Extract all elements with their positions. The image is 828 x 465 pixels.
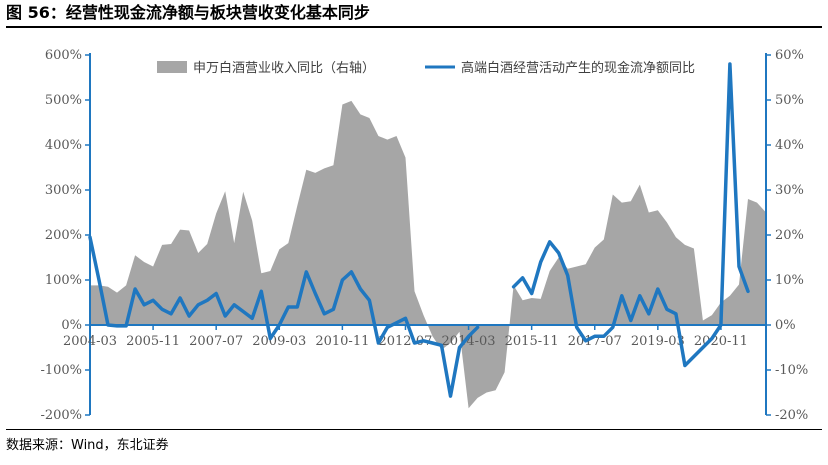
- left-axis-tick-label: 100%: [45, 273, 82, 288]
- left-axis-tick-label: -200%: [40, 408, 82, 423]
- x-axis-tick-label: 2015-11: [505, 334, 559, 349]
- right-axis-tick-label: 30%: [775, 183, 804, 198]
- right-axis-tick-label: -10%: [775, 363, 808, 378]
- left-axis-tick-label: 500%: [45, 93, 82, 108]
- figure-title: 图 56：经营性现金流净额与板块营收变化基本同步: [6, 2, 822, 28]
- legend-swatch-area: [157, 61, 187, 73]
- x-axis-tick-label: 2009-03: [252, 334, 306, 349]
- x-axis-tick-label: 2005-11: [126, 334, 180, 349]
- source-note: 数据来源：Wind，东北证券: [6, 429, 822, 459]
- left-axis-tick-label: -100%: [40, 363, 82, 378]
- x-axis-tick-label: 2017-07: [568, 334, 622, 349]
- area-series-revenue-yoy: [90, 100, 766, 409]
- left-axis-tick-label: 300%: [45, 183, 82, 198]
- area-layer: [90, 100, 766, 409]
- right-axis-tick-label: 60%: [775, 48, 804, 63]
- x-axis-tick-label: 2012-07: [378, 334, 432, 349]
- right-axis-tick-label: 10%: [775, 273, 804, 288]
- line-series-cashflow-yoy: [511, 62, 750, 368]
- left-axis-tick-label: 600%: [45, 48, 82, 63]
- legend-label-area: 申万白酒营业收入同比（右轴）: [193, 60, 375, 76]
- legend-label-line: 高端白酒经营活动产生的现金流净额同比: [461, 60, 695, 76]
- x-axis-tick-label: 2007-07: [189, 334, 243, 349]
- right-axis-tick-label: 40%: [775, 138, 804, 153]
- left-axis-tick-label: 0%: [61, 318, 82, 333]
- left-axis-tick-label: 400%: [45, 138, 82, 153]
- legend: 申万白酒营业收入同比（右轴） 高端白酒经营活动产生的现金流净额同比: [157, 60, 695, 76]
- right-axis-tick-label: 50%: [775, 93, 804, 108]
- x-axis-tick-label: 2004-03: [63, 334, 117, 349]
- left-axis-tick-label: 200%: [45, 228, 82, 243]
- right-axis-tick-label: -20%: [775, 408, 808, 423]
- x-axis-tick-label: 2019-03: [631, 334, 685, 349]
- axes-layer: -200% -100% 0% 100% 200% 300% 400% 500% 600% -20%…: [40, 48, 808, 423]
- right-axis-tick-label: 20%: [775, 228, 804, 243]
- x-axis-tick-label: 2010-11: [315, 334, 369, 349]
- line-layer: [88, 62, 750, 398]
- right-axis-tick-label: 0%: [775, 318, 796, 333]
- x-axis-tick-label: 2014-03: [442, 334, 496, 349]
- line-series-cashflow-yoy: [88, 235, 480, 398]
